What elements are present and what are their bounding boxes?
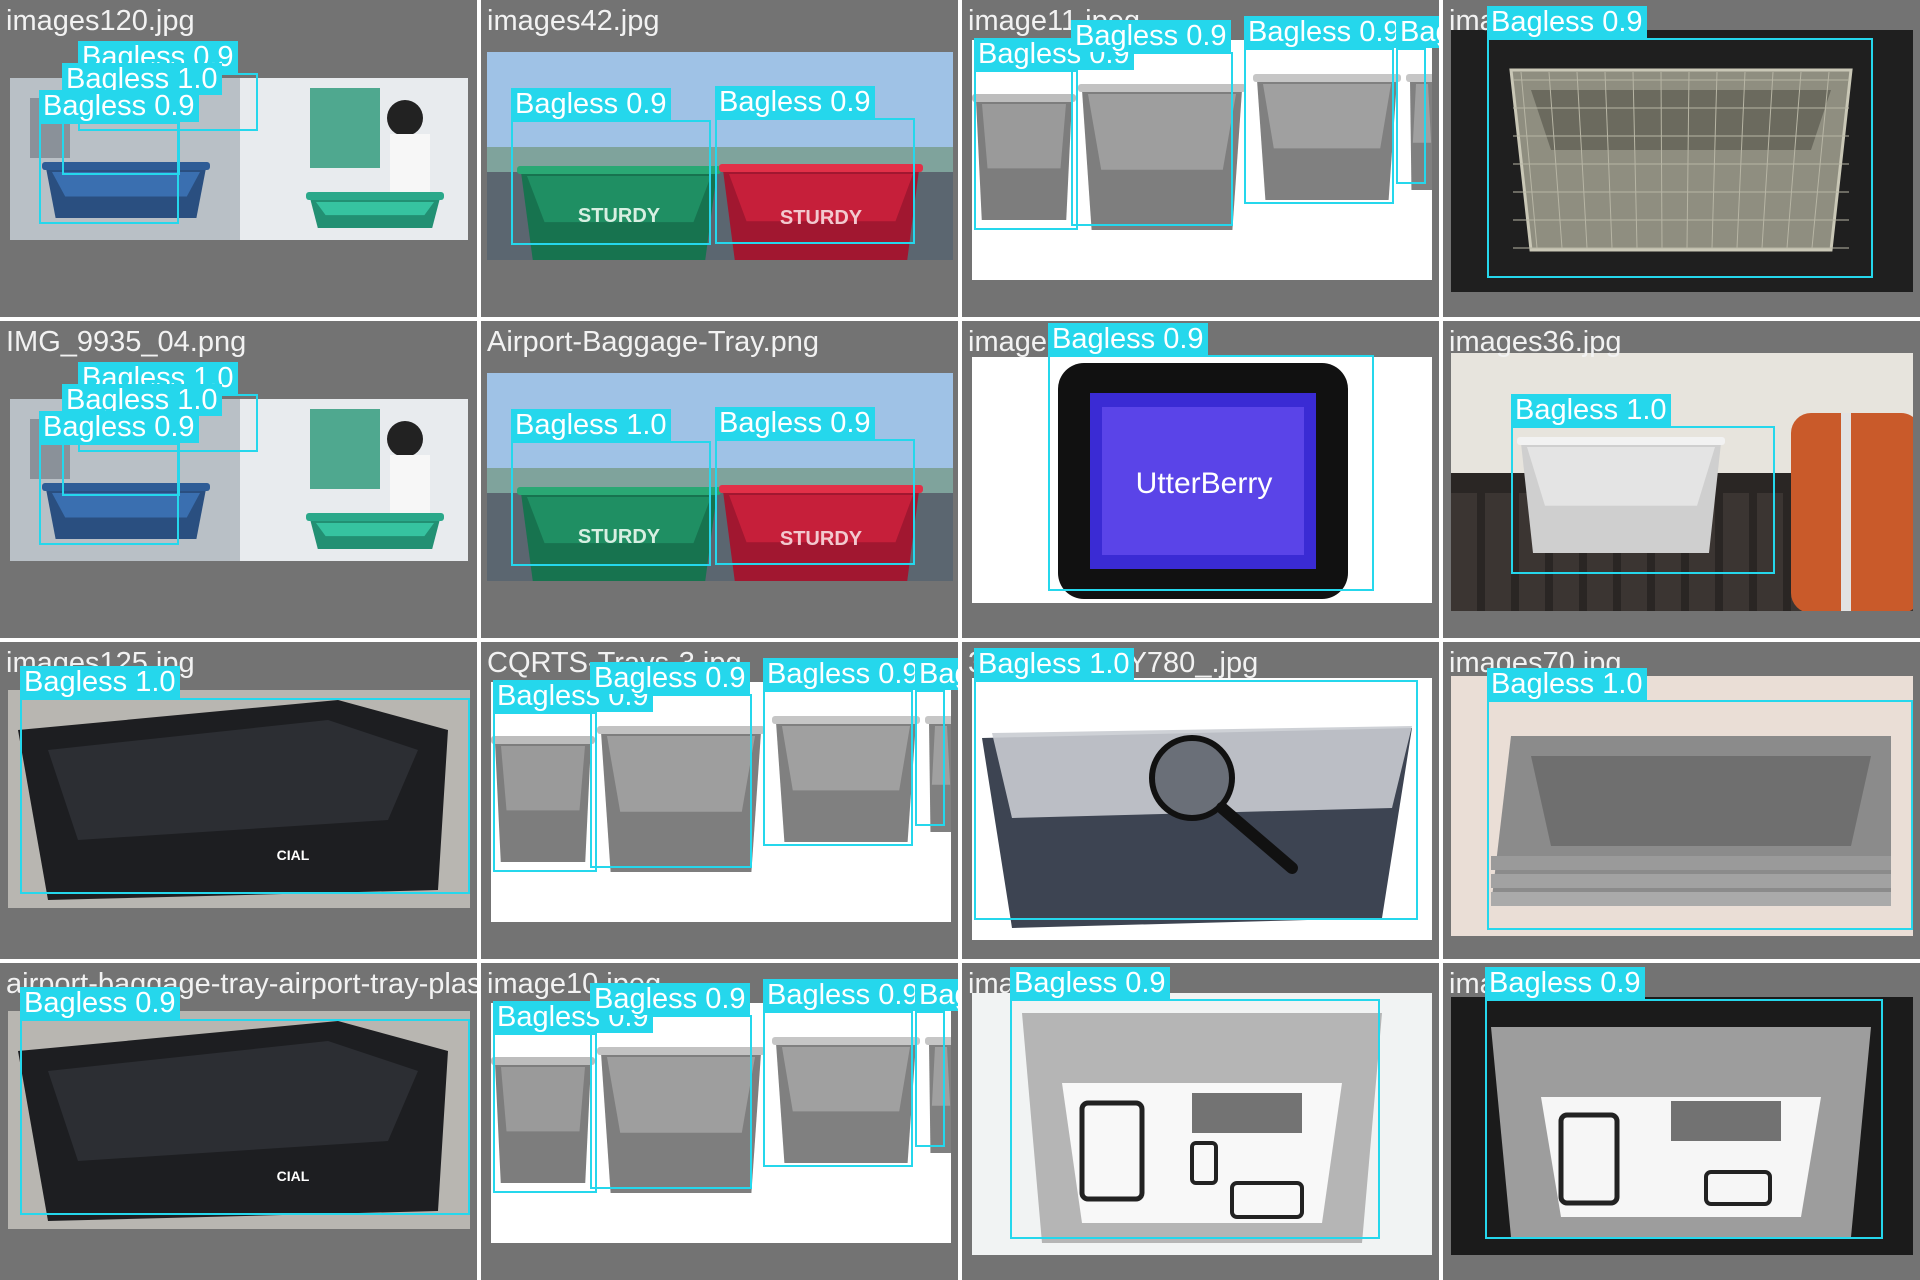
tile-filename: Airport-Baggage-Tray.png xyxy=(487,326,820,358)
detection-box xyxy=(493,1033,597,1193)
detection-box xyxy=(590,1015,752,1189)
grid-tile: images120.jpg Bagless 0.9 Bagless 1.0 Bagle… xyxy=(0,0,477,317)
detection-box xyxy=(1511,426,1775,574)
detection-label: Bagless 0.9 xyxy=(590,983,750,1015)
detection-box xyxy=(590,694,752,868)
detection-label: Bagless 1.0 xyxy=(511,409,671,441)
detection-box xyxy=(715,118,915,244)
detection-box xyxy=(1396,48,1426,184)
grid-tile: CIAL images125.jpg Bagless 1.0 xyxy=(0,642,477,959)
detection-label: Bagless 0.8 xyxy=(1396,16,1439,48)
tile-photo xyxy=(1451,997,1913,1255)
detection-label: Bagless 0.9 xyxy=(1485,967,1645,999)
tile-filename: images42.jpg xyxy=(487,5,660,37)
grid-tile: image10.jpeg Bagless 0.9 Bagless 0.9 Bagles… xyxy=(481,963,958,1280)
detection-box xyxy=(763,690,913,846)
detection-label: Bagless 0.9 xyxy=(763,979,923,1011)
tile-photo xyxy=(972,678,1432,940)
detection-box xyxy=(715,439,915,565)
tile-filename: images36.jpg xyxy=(1449,326,1622,358)
detection-label: Bagless 1.0 xyxy=(20,666,180,698)
detection-label: Bagless 1.0 xyxy=(62,63,222,95)
tile-photo xyxy=(1451,30,1913,292)
svg-text:STURDY: STURDY xyxy=(578,205,661,227)
detection-label: Bagless 0.9 xyxy=(1010,967,1170,999)
detection-label: Bagless 0.9 xyxy=(1048,323,1208,355)
grid-tile: images36.jpg Bagless 1.0 xyxy=(1443,321,1920,638)
tile-photo xyxy=(1451,676,1913,936)
svg-text:STURDY: STURDY xyxy=(578,526,661,548)
grid-tile: CIAL airport-baggage-tray-airport-tray-p… xyxy=(0,963,477,1280)
detection-label: Bagless 1.0 xyxy=(1487,668,1647,700)
detection-box xyxy=(1010,999,1380,1239)
detection-box xyxy=(1485,999,1883,1239)
tile-photo xyxy=(972,993,1432,1255)
detection-label: Bagless 0.9 xyxy=(715,407,875,439)
detection-label: Bagless 0.9 xyxy=(39,90,199,122)
detection-label: Bagless 0.8 xyxy=(915,979,958,1011)
detection-label: Bagless 1.0 xyxy=(974,648,1134,680)
detection-box xyxy=(39,443,179,545)
grid-tile: UtterBerry image5.jpg Bagless 0.9 xyxy=(962,321,1439,638)
detection-label: Bagless 0.9 xyxy=(715,86,875,118)
tile-photo xyxy=(491,1003,951,1243)
detection-box xyxy=(1244,48,1394,204)
detection-label: Bagless 1.0 xyxy=(1511,394,1671,426)
grid-tile: STURDY STURDY Airport-Baggage-Tray.png Ba… xyxy=(481,321,958,638)
detection-box xyxy=(493,712,597,872)
svg-text:CIAL: CIAL xyxy=(277,1168,310,1184)
tile-photo: CIAL xyxy=(8,1011,470,1229)
detection-box xyxy=(915,1011,945,1147)
tile-filename: images120.jpg xyxy=(6,5,195,37)
detection-box xyxy=(1487,38,1873,278)
detection-label: Bagless 0.9 xyxy=(763,658,923,690)
svg-text:UtterBerry: UtterBerry xyxy=(1136,467,1273,500)
detection-box xyxy=(511,441,711,566)
tile-photo xyxy=(10,399,468,561)
detection-box xyxy=(1048,355,1374,591)
grid-tile: image11.jpeg Bagless 0.9 Bagless 0.9 Bagles… xyxy=(962,0,1439,317)
detection-label: Bagless 0.9 xyxy=(1071,20,1231,52)
detection-label: Bagless 0.8 xyxy=(915,658,958,690)
tile-photo xyxy=(972,40,1432,280)
tile-photo xyxy=(491,682,951,922)
svg-text:STURDY: STURDY xyxy=(780,207,863,229)
detection-box xyxy=(1071,52,1233,226)
detection-box xyxy=(915,690,945,826)
detection-label: Bagless 0.9 xyxy=(39,411,199,443)
grid-tile: STURDY STURDY images42.jpg Bagless 0.9 Bag… xyxy=(481,0,958,317)
tile-photo xyxy=(1451,353,1913,611)
detection-label: Bagless 0.9 xyxy=(1487,6,1647,38)
detection-box xyxy=(20,1019,470,1215)
detection-box xyxy=(763,1011,913,1167)
detection-label: Bagless 0.9 xyxy=(1244,16,1404,48)
svg-text:STURDY: STURDY xyxy=(780,528,863,550)
tile-photo: CIAL xyxy=(8,690,470,908)
detection-box xyxy=(39,122,179,224)
grid-tile: IMG_9935_04.png Bagless 1.0 Bagless 1.0 Bag… xyxy=(0,321,477,638)
detection-box xyxy=(974,70,1078,230)
detection-label: Bagless 0.9 xyxy=(511,88,671,120)
detection-box xyxy=(511,120,711,245)
detection-label: Bagless 1.0 xyxy=(62,384,222,416)
detection-box xyxy=(974,680,1418,920)
detection-box xyxy=(1487,700,1913,930)
detection-box xyxy=(20,698,470,894)
tile-filename: IMG_9935_04.png xyxy=(6,326,247,358)
detection-label: Bagless 0.9 xyxy=(590,662,750,694)
grid-tile: images70.jpg Bagless 1.0 xyxy=(1443,642,1920,959)
detection-label: Bagless 0.9 xyxy=(20,987,180,1019)
svg-text:CIAL: CIAL xyxy=(277,847,310,863)
